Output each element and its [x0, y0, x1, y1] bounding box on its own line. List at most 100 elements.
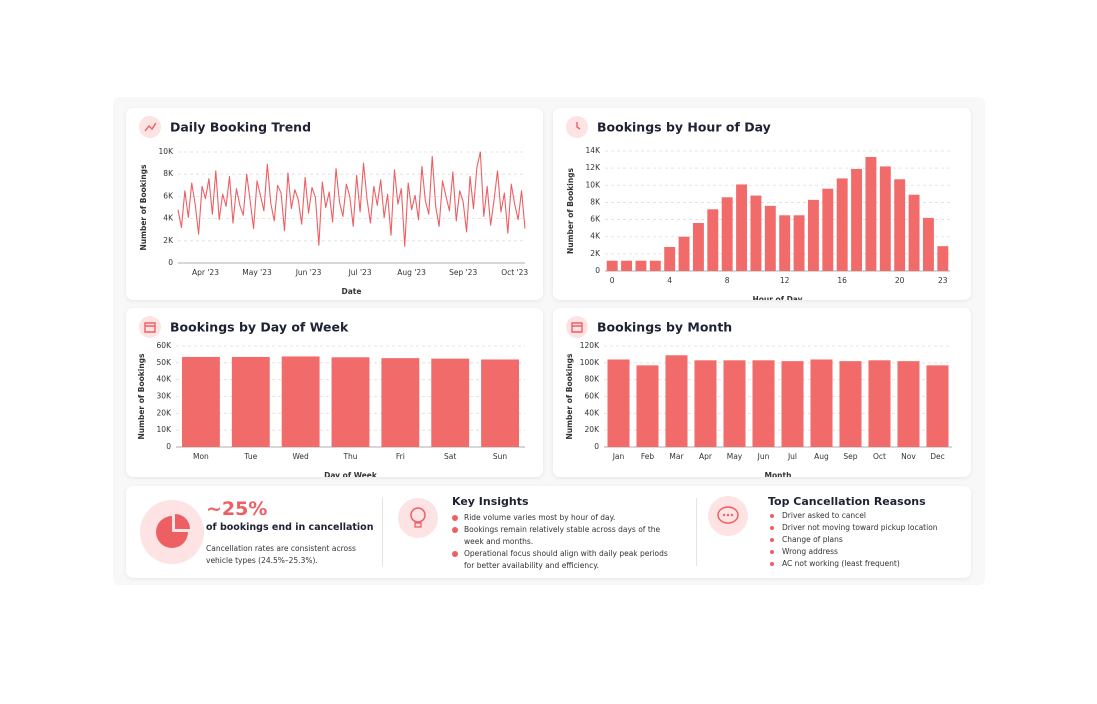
bar: [281, 356, 320, 447]
reason: Wrong address: [768, 546, 968, 558]
y-tick-label: 100K: [580, 358, 600, 367]
bar: [868, 360, 891, 447]
y-axis-label: Number of Bookings: [139, 164, 148, 251]
chart-title: Daily Booking Trend: [170, 120, 311, 135]
insight: Bookings remain relatively stable across…: [450, 524, 680, 548]
chart-panel: Bookings by Hour of Day 0 2K 4K 6K 8K 10K 12K 14…: [553, 108, 971, 300]
divider: [382, 498, 383, 566]
bar: [879, 166, 891, 271]
y-axis-label: Number of Bookings: [137, 353, 146, 440]
y-tick-label: 8K: [590, 197, 601, 206]
kpi-value: ~25%: [206, 498, 268, 520]
insight-text: Operational focus should align with dail…: [464, 549, 668, 570]
reason: Driver asked to cancel: [768, 510, 968, 522]
y-axis-label: Number of Bookings: [565, 353, 574, 440]
reason-text: Driver not moving toward pickup location: [782, 523, 938, 532]
reason-text: Driver asked to cancel: [782, 511, 867, 520]
kpi-section: ~25% of bookings end in cancellation Can…: [126, 486, 381, 578]
y-axis-label: Number of Bookings: [566, 167, 575, 254]
x-tick-label: Sun: [493, 452, 508, 461]
x-tick-label: Sat: [444, 452, 456, 461]
x-axis-label: Day of Week: [324, 471, 378, 477]
bar: [692, 223, 704, 271]
chart-panel: Daily Booking Trend 0 2K 4K 6K 8K 10K Number of…: [126, 108, 543, 300]
chart: Bookings by Month 0 20K 40K 60K 80K 100K 120K Nu…: [565, 316, 952, 477]
x-tick-label: Thu: [342, 452, 357, 461]
y-tick-label: 60K: [157, 341, 173, 350]
bar: [481, 359, 520, 447]
chart-panel: Bookings by Day of Week 0 10K 20K 30K 40K 50K 6…: [126, 308, 543, 477]
reasons-title: Top Cancellation Reasons: [768, 495, 926, 508]
bar: [752, 360, 775, 447]
reason: Change of plans: [768, 534, 968, 546]
x-tick-label: 23: [938, 276, 948, 285]
y-tick-label: 10K: [586, 180, 602, 189]
insights-title: Key Insights: [452, 495, 529, 508]
bar: [723, 360, 746, 447]
insight-text: Bookings remain relatively stable across…: [464, 525, 661, 546]
bar: [851, 169, 863, 271]
x-tick-label: 20: [895, 276, 905, 285]
reason: Driver not moving toward pickup location: [768, 522, 968, 534]
insights-list: Ride volume varies most by hour of day. …: [450, 512, 680, 572]
y-tick-label: 4K: [590, 232, 601, 241]
x-tick-label: 8: [725, 276, 730, 285]
bar: [636, 365, 659, 447]
x-tick-label: Jan: [612, 452, 625, 461]
y-tick-label: 12K: [586, 163, 602, 172]
x-tick-label: Fri: [396, 452, 405, 461]
bar: [779, 215, 791, 271]
bar: [621, 260, 633, 271]
x-tick-label: Sep '23: [449, 268, 477, 277]
x-tick-label: Mar: [669, 452, 684, 461]
title-icon: [144, 322, 156, 333]
dashboard: Daily Booking Trend 0 2K 4K 6K 8K 10K Number of…: [113, 97, 985, 585]
kpi-caption: of bookings end in cancellation: [206, 522, 374, 533]
reasons-section: Top Cancellation Reasons Driver asked to…: [706, 486, 966, 578]
bar: [607, 359, 630, 447]
divider: [696, 498, 697, 566]
bar: [678, 236, 690, 271]
x-tick-label: 0: [610, 276, 615, 285]
x-axis-label: Hour of Day: [752, 295, 802, 300]
y-tick-label: 40K: [157, 375, 173, 384]
reason-text: Wrong address: [782, 547, 838, 556]
x-tick-label: 4: [667, 276, 672, 285]
chart: Bookings by Hour of Day 0 2K 4K 6K 8K 10K 12K 14…: [566, 116, 950, 300]
y-tick-label: 10K: [157, 425, 173, 434]
insights-section: Key Insights Ride volume varies most by …: [394, 486, 694, 578]
chart-title: Bookings by Hour of Day: [597, 120, 771, 135]
y-tick-label: 50K: [157, 358, 173, 367]
bar: [381, 358, 420, 447]
bar: [894, 179, 906, 271]
x-tick-label: Feb: [641, 452, 655, 461]
x-tick-label: 12: [780, 276, 790, 285]
y-tick-label: 8K: [163, 169, 174, 178]
x-axis-label: Date: [342, 287, 362, 296]
x-tick-label: 16: [837, 276, 847, 285]
insight: Ride volume varies most by hour of day.: [450, 512, 680, 524]
line: [177, 151, 526, 247]
y-tick-label: 0: [168, 258, 173, 267]
chart-panel: Bookings by Month 0 20K 40K 60K 80K 100K 120K Nu…: [553, 308, 971, 477]
x-tick-label: Oct '23: [501, 268, 528, 277]
summary-panel: ~25% of bookings end in cancellation Can…: [126, 486, 971, 578]
chart: Daily Booking Trend 0 2K 4K 6K 8K 10K Number of…: [139, 116, 528, 296]
bar: [635, 260, 647, 271]
bar: [736, 184, 748, 271]
x-tick-label: Wed: [292, 452, 309, 461]
x-tick-label: Sep: [843, 452, 857, 461]
bar: [606, 260, 618, 271]
bar: [922, 217, 934, 271]
x-tick-label: Tue: [243, 452, 257, 461]
x-tick-label: Nov: [901, 452, 916, 461]
chart-title: Bookings by Day of Week: [170, 320, 349, 335]
bar: [937, 246, 949, 271]
bar: [649, 260, 661, 271]
x-axis-label: Month: [765, 471, 792, 477]
pie-icon: [140, 500, 204, 564]
reason-text: AC not working (least frequent): [782, 559, 900, 568]
y-tick-label: 60K: [585, 392, 601, 401]
y-tick-label: 14K: [586, 146, 602, 155]
